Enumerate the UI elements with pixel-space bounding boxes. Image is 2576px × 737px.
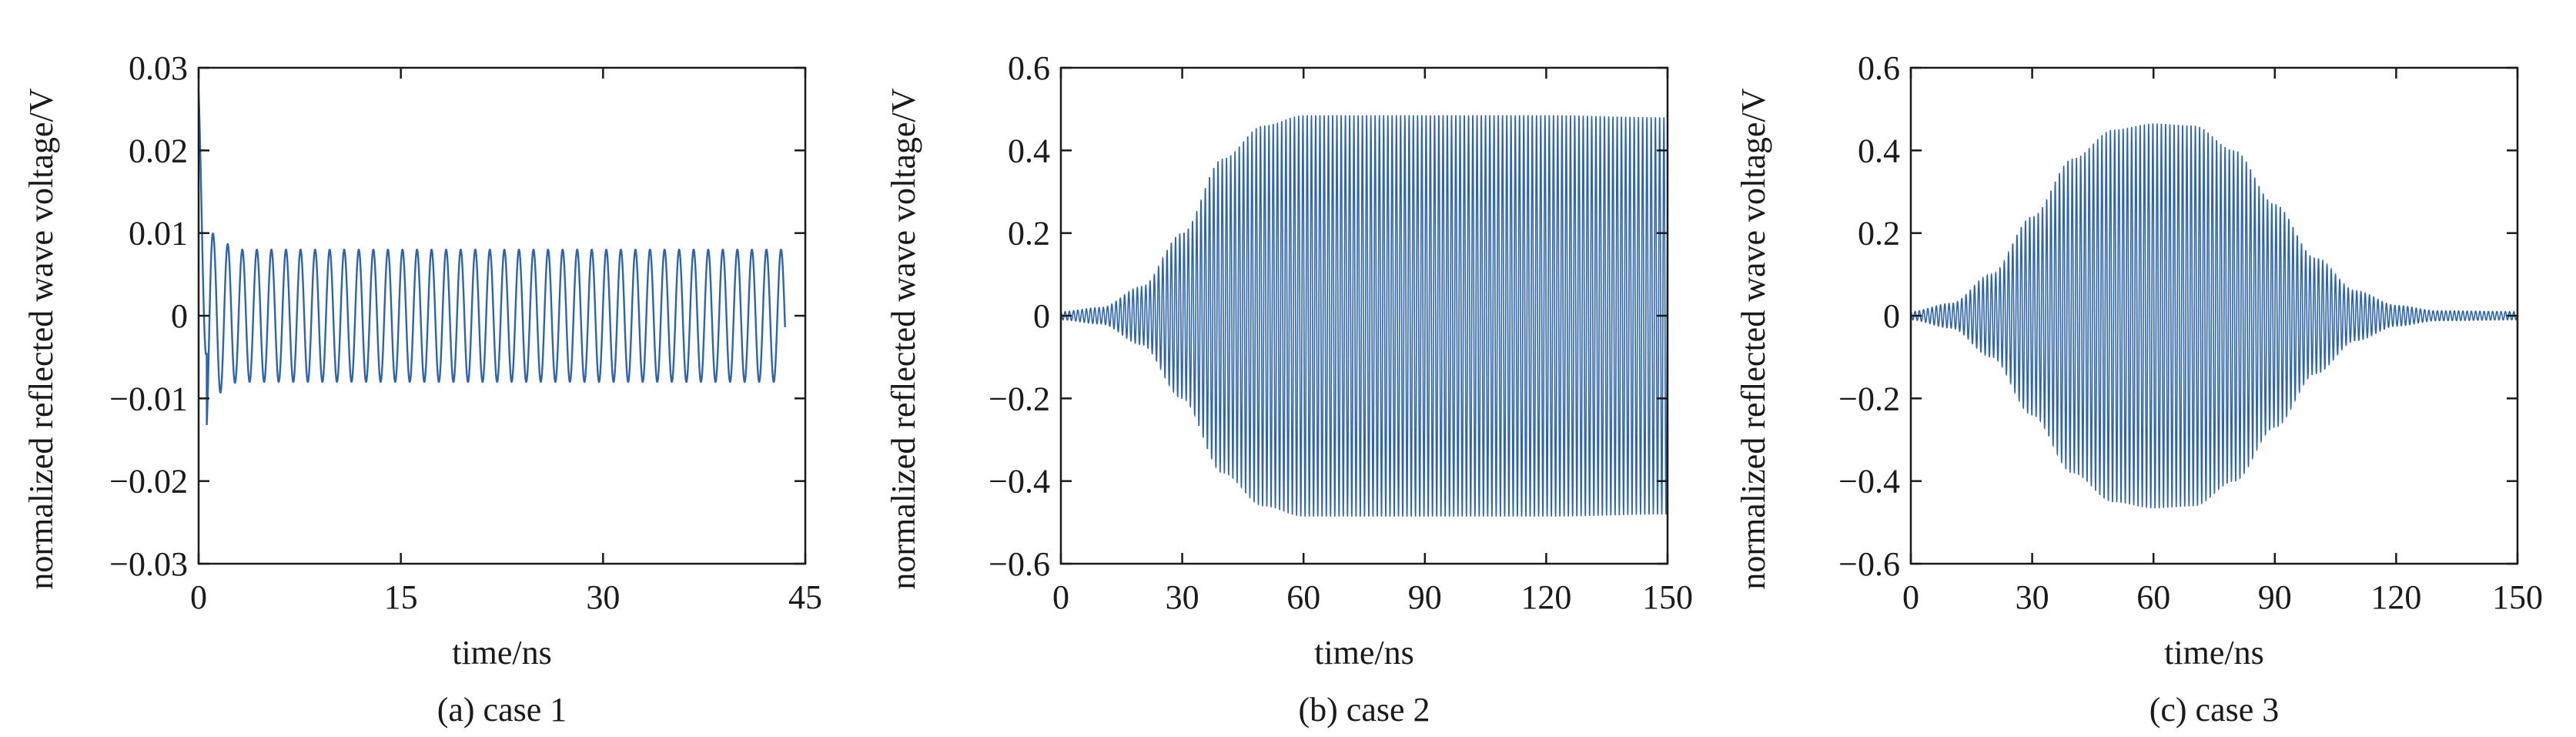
chart-panel-case-3: 0 30 60 90 120 150 −0.6 −0.4 −0.2 0 0.2 0.4 0.6 nor… <box>1735 49 2543 729</box>
y-tick-label: 0 <box>171 297 188 335</box>
x-tick-label: 30 <box>586 578 620 616</box>
y-tick-label: −0.4 <box>989 463 1050 501</box>
x-tick-label: 90 <box>1408 578 1442 616</box>
x-tick-label: 120 <box>2370 578 2421 616</box>
x-ticks: 0 30 60 90 120 150 <box>1052 68 1693 616</box>
x-tick-label: 60 <box>2136 578 2170 616</box>
y-tick-label: −0.4 <box>1838 463 1900 501</box>
signal-line-case-3 <box>1911 123 2517 509</box>
y-axis-label: normalized reflected wave voltage/V <box>22 88 60 589</box>
y-tick-label: 0.02 <box>129 132 188 169</box>
y-tick-label: 0.6 <box>1858 49 1900 87</box>
y-tick-label: 0.4 <box>1858 132 1900 169</box>
y-tick-label: 0.4 <box>1008 132 1050 169</box>
x-tick-label: 0 <box>1052 578 1069 616</box>
y-tick-label: −0.2 <box>1838 380 1900 417</box>
x-tick-label: 15 <box>384 578 418 616</box>
x-tick-label: 0 <box>1902 578 1919 616</box>
x-tick-label: 30 <box>1166 578 1199 616</box>
y-tick-label: 0.03 <box>129 49 188 87</box>
x-tick-label: 150 <box>2492 578 2543 616</box>
x-tick-label: 60 <box>1286 578 1320 616</box>
x-ticks: 0 30 60 90 120 150 <box>1902 68 2543 616</box>
x-axis-label: time/ns <box>1314 634 1414 672</box>
y-tick-label: −0.6 <box>1838 545 1900 583</box>
y-axis-label: normalized reflected wave voltage/V <box>1735 88 1772 589</box>
y-ticks: −0.6 −0.4 −0.2 0 0.2 0.4 0.6 <box>989 49 1668 583</box>
y-tick-label: −0.6 <box>989 545 1050 583</box>
x-axis-label: time/ns <box>452 634 552 672</box>
x-tick-label: 150 <box>1642 578 1693 616</box>
y-tick-label: 0 <box>1883 297 1900 335</box>
y-tick-label: 0.2 <box>1008 215 1050 253</box>
x-axis-label: time/ns <box>2164 634 2264 672</box>
y-ticks: −0.6 −0.4 −0.2 0 0.2 0.4 0.6 <box>1838 49 2517 583</box>
signal-line-case-2 <box>1061 115 1668 517</box>
y-tick-label: 0 <box>1033 297 1050 335</box>
x-tick-label: 120 <box>1521 578 1571 616</box>
chart-panel-case-2: 0 30 60 90 120 150 −0.6 −0.4 −0.2 0 0.2 0.4 0.6 nor… <box>885 49 1693 729</box>
y-tick-label: 0.6 <box>1008 49 1050 87</box>
signal-line-case-1 <box>199 92 786 425</box>
y-tick-label: 0.2 <box>1858 215 1900 253</box>
y-ticks: −0.03 −0.02 −0.01 0 0.01 0.02 0.03 <box>109 49 805 583</box>
panel-caption: (c) case 3 <box>2149 691 2280 729</box>
y-tick-label: −0.2 <box>989 380 1050 417</box>
chart-panel-case-1: 0 15 30 45 −0.03 −0.02 −0.01 0 0.01 0.02 0.03 nor… <box>22 49 822 729</box>
x-ticks: 0 15 30 45 <box>190 68 822 616</box>
panel-caption: (a) case 1 <box>437 691 567 729</box>
y-tick-label: −0.02 <box>109 463 188 501</box>
y-tick-label: 0.01 <box>129 215 188 253</box>
x-tick-label: 30 <box>2016 578 2049 616</box>
x-tick-label: 45 <box>788 578 822 616</box>
y-tick-label: −0.03 <box>109 545 188 583</box>
y-axis-label: normalized reflected wave voltage/V <box>885 88 922 589</box>
panel-caption: (b) case 2 <box>1298 691 1430 729</box>
x-tick-label: 0 <box>190 578 207 616</box>
y-tick-label: −0.01 <box>109 380 188 417</box>
x-tick-label: 90 <box>2258 578 2292 616</box>
